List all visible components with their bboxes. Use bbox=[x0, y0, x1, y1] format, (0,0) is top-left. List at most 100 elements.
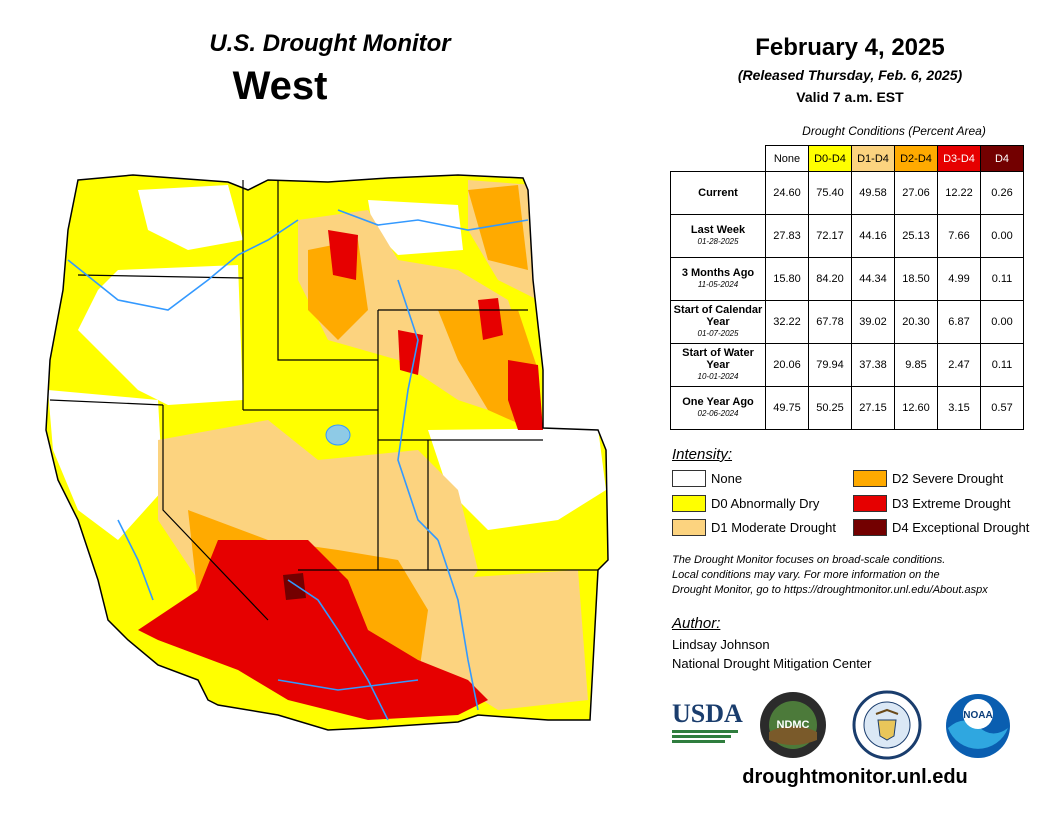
cell: 27.15 bbox=[851, 386, 895, 430]
cell: 12.22 bbox=[937, 171, 981, 215]
cell: 2.47 bbox=[937, 343, 981, 387]
table-row: 3 Months Ago 11-05-2024 15.80 84.20 44.34… bbox=[670, 257, 1024, 301]
cell: 75.40 bbox=[808, 171, 852, 215]
cell: 18.50 bbox=[894, 257, 938, 301]
usda-logo: USDA bbox=[672, 700, 743, 750]
row-date: 02-06-2024 bbox=[697, 409, 739, 418]
cell: 27.83 bbox=[765, 214, 809, 258]
row-date: 01-07-2025 bbox=[697, 329, 739, 338]
legend-swatch bbox=[672, 470, 706, 487]
row-label: One Year Ago 02-06-2024 bbox=[670, 386, 766, 430]
cell: 0.11 bbox=[980, 343, 1024, 387]
table-row: Last Week 01-28-2025 27.83 72.17 44.16 25… bbox=[670, 214, 1024, 258]
cell: 7.66 bbox=[937, 214, 981, 258]
none-zone-california-north bbox=[48, 390, 163, 540]
footer-url[interactable]: droughtmonitor.unl.edu bbox=[742, 766, 968, 788]
row-label: Start of Calendar Year 01-07-2025 bbox=[670, 300, 766, 344]
table-caption: Drought Conditions (Percent Area) bbox=[802, 124, 986, 138]
ndmc-logo: NDMC bbox=[760, 692, 826, 758]
cell: 12.60 bbox=[894, 386, 938, 430]
table-row: Start of Water Year 10-01-2024 20.06 79.9… bbox=[670, 343, 1024, 387]
cell: 4.99 bbox=[937, 257, 981, 301]
cell: 0.00 bbox=[980, 300, 1024, 344]
d2-zone-montana-north bbox=[468, 185, 528, 270]
cell: 6.87 bbox=[937, 300, 981, 344]
noaa-logo: NOAA bbox=[946, 694, 1010, 758]
d4-zone-arizona bbox=[283, 573, 306, 600]
table-row: Current 24.60 75.40 49.58 27.06 12.22 0.… bbox=[670, 171, 1024, 215]
legend-item-none: None bbox=[672, 470, 742, 487]
row-label: 3 Months Ago 11-05-2024 bbox=[670, 257, 766, 301]
cell: 25.13 bbox=[894, 214, 938, 258]
valid-date: February 4, 2025 bbox=[755, 34, 945, 61]
col-none: None bbox=[765, 145, 809, 172]
d3-zone-montana bbox=[328, 230, 358, 280]
legend-item-d4: D4 Exceptional Drought bbox=[853, 519, 1029, 536]
col-d1-d4: D1-D4 bbox=[851, 145, 895, 172]
table-row: One Year Ago 02-06-2024 49.75 50.25 27.15… bbox=[670, 386, 1024, 430]
disclaimer-note: The Drought Monitor focuses on broad-sca… bbox=[672, 554, 988, 596]
cell: 50.25 bbox=[808, 386, 852, 430]
cell: 3.15 bbox=[937, 386, 981, 430]
legend-swatch bbox=[853, 495, 887, 512]
none-zone-montana bbox=[368, 200, 463, 255]
cell: 79.94 bbox=[808, 343, 852, 387]
legend-swatch bbox=[853, 519, 887, 536]
legend-heading: Intensity: bbox=[672, 446, 733, 463]
commerce-seal-logo bbox=[852, 690, 922, 760]
cell: 24.60 bbox=[765, 171, 809, 215]
author-name: Lindsay Johnson bbox=[672, 637, 770, 652]
author-org: National Drought Mitigation Center bbox=[672, 656, 872, 671]
region-title: West bbox=[232, 64, 328, 108]
valid-time: Valid 7 a.m. EST bbox=[796, 89, 904, 105]
rivers bbox=[67, 209, 529, 721]
cell: 27.06 bbox=[894, 171, 938, 215]
cell: 44.34 bbox=[851, 257, 895, 301]
col-d0-d4: D0-D4 bbox=[808, 145, 852, 172]
d3-zone-wyoming-north bbox=[478, 298, 503, 340]
svg-text:NDMC: NDMC bbox=[777, 719, 810, 731]
cell: 20.30 bbox=[894, 300, 938, 344]
row-label: Current bbox=[670, 171, 766, 215]
cell: 44.16 bbox=[851, 214, 895, 258]
d3-zone-wyoming-east bbox=[508, 360, 543, 430]
legend-swatch bbox=[672, 495, 706, 512]
legend-item-d3: D3 Extreme Drought bbox=[853, 495, 1011, 512]
row-date: 01-28-2025 bbox=[697, 237, 739, 246]
col-d2-d4: D2-D4 bbox=[894, 145, 938, 172]
cell: 15.80 bbox=[765, 257, 809, 301]
row-date: 10-01-2024 bbox=[697, 372, 739, 381]
col-d3-d4: D3-D4 bbox=[937, 145, 981, 172]
legend-item-d0: D0 Abnormally Dry bbox=[672, 495, 819, 512]
great-salt-lake bbox=[325, 424, 351, 446]
drought-map bbox=[45, 174, 609, 731]
cell: 0.11 bbox=[980, 257, 1024, 301]
d1-zone-new-mexico bbox=[418, 570, 588, 710]
legend-swatch bbox=[853, 470, 887, 487]
cell: 32.22 bbox=[765, 300, 809, 344]
cell: 0.26 bbox=[980, 171, 1024, 215]
drought-table: None D0-D4 D1-D4 D2-D4 D3-D4 D4 Current … bbox=[670, 145, 1024, 430]
region-outline bbox=[45, 174, 609, 731]
release-date: (Released Thursday, Feb. 6, 2025) bbox=[737, 67, 963, 83]
cell: 72.17 bbox=[808, 214, 852, 258]
d3-zone-wyoming-west bbox=[398, 330, 423, 375]
d3-zone-southern-arizona bbox=[138, 540, 488, 720]
table-header-row: None D0-D4 D1-D4 D2-D4 D3-D4 D4 bbox=[671, 145, 1024, 172]
row-date: 11-05-2024 bbox=[697, 280, 739, 289]
row-label: Start of Water Year 10-01-2024 bbox=[670, 343, 766, 387]
cell: 49.75 bbox=[765, 386, 809, 430]
cell: 37.38 bbox=[851, 343, 895, 387]
legend-swatch bbox=[672, 519, 706, 536]
cell: 49.58 bbox=[851, 171, 895, 215]
cell: 84.20 bbox=[808, 257, 852, 301]
cell: 0.57 bbox=[980, 386, 1024, 430]
row-label: Last Week 01-28-2025 bbox=[670, 214, 766, 258]
none-zone-washington bbox=[138, 185, 243, 250]
svg-text:NOAA: NOAA bbox=[963, 710, 992, 721]
legend-item-d2: D2 Severe Drought bbox=[853, 470, 1003, 487]
cell: 0.00 bbox=[980, 214, 1024, 258]
none-zone-colorado-east bbox=[428, 428, 606, 530]
legend-item-d1: D1 Moderate Drought bbox=[672, 519, 836, 536]
cell: 39.02 bbox=[851, 300, 895, 344]
